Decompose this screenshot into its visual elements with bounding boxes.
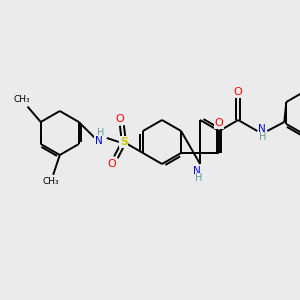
- Text: O: O: [107, 159, 116, 170]
- Text: O: O: [215, 118, 224, 128]
- Text: H: H: [97, 128, 105, 138]
- Text: H: H: [259, 132, 266, 142]
- Text: CH₃: CH₃: [43, 177, 59, 186]
- Text: O: O: [234, 87, 243, 97]
- Text: N: N: [95, 136, 103, 146]
- Text: N: N: [258, 124, 266, 134]
- Text: N: N: [193, 166, 201, 176]
- Text: O: O: [116, 113, 124, 124]
- Text: S: S: [120, 137, 128, 147]
- Text: H: H: [195, 173, 203, 183]
- Text: CH₃: CH₃: [13, 95, 30, 104]
